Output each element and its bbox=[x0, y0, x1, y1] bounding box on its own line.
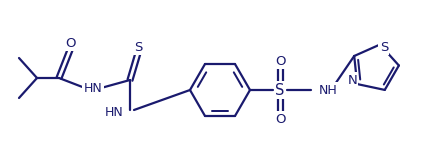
Text: HN: HN bbox=[84, 81, 102, 95]
Text: N: N bbox=[347, 74, 357, 87]
Text: HN: HN bbox=[105, 105, 124, 118]
Text: S: S bbox=[380, 41, 388, 54]
Text: O: O bbox=[275, 55, 285, 67]
Text: S: S bbox=[275, 82, 285, 98]
Text: O: O bbox=[65, 37, 75, 49]
Text: S: S bbox=[134, 41, 142, 53]
Text: O: O bbox=[275, 113, 285, 126]
Text: NH: NH bbox=[319, 84, 338, 96]
